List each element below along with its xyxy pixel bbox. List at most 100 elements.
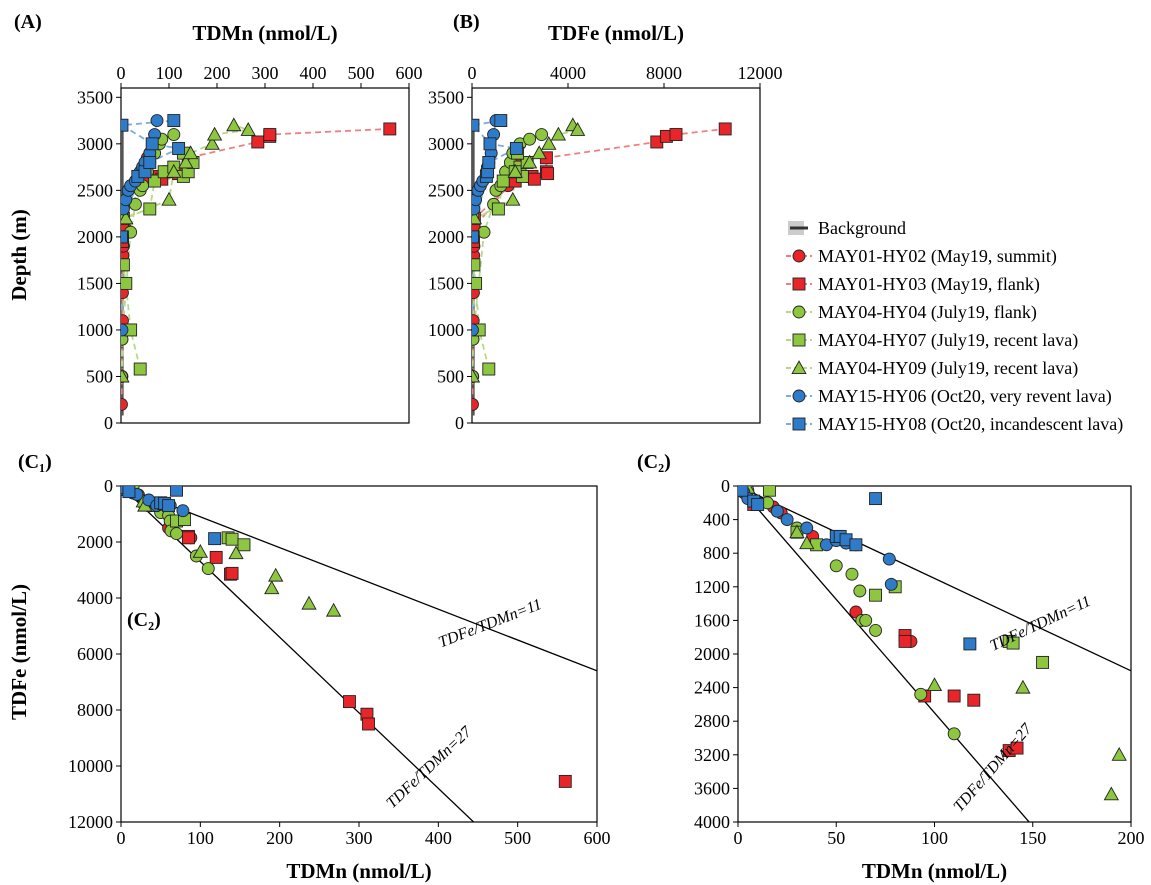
x-tick-label: 0 [468,63,477,83]
panel-3: (C₁)0 100 200 300 400 500 60002000400060008000… [7,451,611,883]
data-point [541,167,555,181]
data-point [967,693,981,707]
y-tick-label: 2000 [694,644,730,664]
x-tick-label: 500 [348,63,375,83]
legend: Background MAY01-HY02 (May19, summit) MAY0… [786,218,1123,435]
y-tick-label: 2400 [694,678,730,698]
data-point [263,128,277,141]
ratio-line-label: TDFe/TDMn=27 [950,720,1036,815]
y-tick-label: 3600 [694,778,730,798]
plot-frame [471,87,761,424]
x-tick-label: 600 [396,63,423,83]
series-square [472,114,523,244]
data-point [161,191,177,206]
y-tick-label: 800 [703,543,730,563]
series-square [738,486,1024,758]
y-tick-label: 2000 [428,227,464,247]
data-point [507,163,523,178]
y-tick-label: 2500 [428,180,464,200]
legend-label: MAY15-HY06 (Oct20, very revent lava) [818,386,1112,407]
x-tick-label: 50 [827,828,845,848]
data-point [1006,636,1020,650]
data-point [509,142,523,155]
x-axis-title: TDMn (nmol/L) [862,859,1007,883]
y-tick-label: 2800 [694,711,730,731]
panel-4: (C₂)0 50 100 150 200040080012001600200024002… [637,451,1145,883]
series-square [121,114,186,244]
data-point [845,567,859,581]
legend-label: MAY15-HY08 (Oct20, incandescent lava) [818,414,1123,435]
legend-label: Background [818,218,906,238]
data-point [800,521,814,535]
x-tick-label: 0 [734,828,743,848]
data-point [167,128,181,141]
data-point [237,538,251,552]
data-point [535,128,549,141]
legend-label: MAY04-HY07 (July19, recent lava) [818,330,1078,351]
data-point [162,499,176,513]
data-point [780,513,794,527]
x-tick-label: 200 [1118,828,1145,848]
data-point [206,126,223,141]
legend-marker [792,389,806,403]
data-point [483,137,497,151]
plot-area [738,486,1131,822]
ratio-line [121,486,597,672]
data-point [859,613,873,627]
data-point [121,368,130,383]
data-point [853,584,867,598]
y-tick-label: 1000 [428,320,464,340]
y-axis-title: TDFe (nmol/L) [7,584,31,720]
legend-label: MAY01-HY03 (May19, flank) [818,274,1040,295]
ratio-line [738,486,1030,822]
data-point [472,276,483,290]
series-trend-line [121,128,390,330]
y-tick-label: 0 [104,476,113,496]
data-point [143,202,157,216]
data-point [1103,786,1120,801]
x-axis-title: TDMn (nmol/L) [192,21,337,45]
data-point [491,202,505,216]
data-point [121,210,134,225]
data-point [472,368,481,383]
y-tick-label: 6000 [77,644,113,664]
data-point [167,114,181,128]
data-point [947,689,961,703]
data-point [121,276,133,290]
data-point [770,504,784,518]
y-tick-label: 0 [455,413,464,433]
x-tick-label: 100 [921,828,948,848]
y-tick-label: 1600 [694,610,730,630]
data-point [669,128,683,141]
data-point [182,145,199,160]
data-point [1036,655,1050,669]
legend-marker [792,417,806,431]
data-point [531,145,547,160]
x-tick-label: 400 [300,63,327,83]
data-point [718,122,732,136]
data-point [343,695,356,709]
data-point [482,155,496,169]
x-tick-label: 100 [156,63,183,83]
x-tick-label: 8000 [646,63,682,83]
y-axis-title: Depth (m) [7,209,31,301]
data-point [527,172,541,186]
data-point [383,122,397,136]
data-point [472,397,479,411]
data-point [228,545,244,560]
data-point [550,126,567,141]
y-tick-label: 8000 [77,700,113,720]
legend-marker [792,333,806,347]
y-tick-label: 3500 [428,87,464,107]
y-tick-label: 12000 [68,812,113,832]
x-tick-label: 200 [266,828,293,848]
data-point [251,135,265,149]
data-point [849,538,863,552]
y-tick-label: 2000 [77,532,113,552]
panel-label: (B) [453,11,480,33]
panel-label: (A) [14,11,42,33]
data-point [472,258,481,272]
ratio-line-label: TDFe/TDMn=11 [436,596,544,651]
series-square [472,122,732,337]
data-point [209,550,223,564]
